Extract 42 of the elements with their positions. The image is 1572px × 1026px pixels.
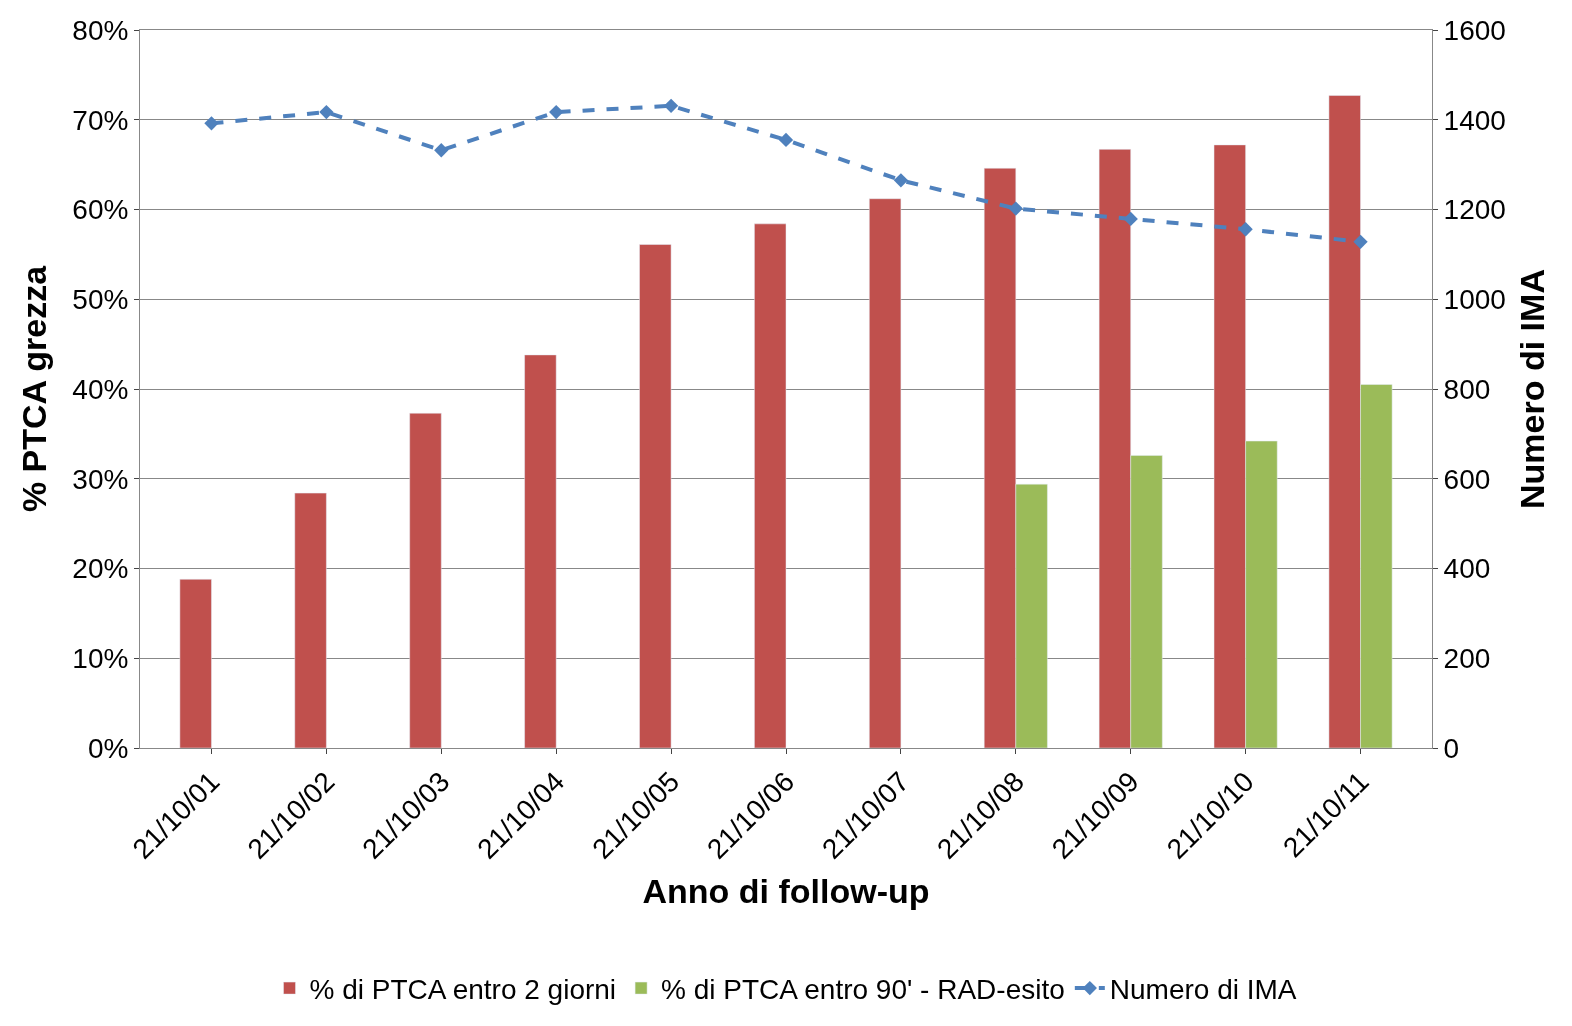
x-axis-title: Anno di follow-up [642,872,930,911]
y2-axis-title: Numero di IMA [1513,269,1552,509]
bar [869,198,902,748]
y-tick-label: 50% [72,284,129,316]
point [1353,234,1368,249]
point [434,143,449,158]
legend-label: % di PTCA entro 90' - RAD-esito [661,974,1065,1006]
point [549,104,564,120]
point [319,104,334,120]
point [663,98,679,113]
point [1238,222,1253,237]
y-tick-label: 0% [87,732,129,764]
y2-tick-label: 1400 [1443,104,1506,136]
y2-tick-label: 800 [1443,373,1491,405]
bar [754,223,787,748]
y-tick-label: 70% [72,104,129,136]
legend-label: % di PTCA entro 2 giorni [309,974,617,1006]
y2-tick-label: 1600 [1443,14,1506,46]
y-tick-label: 30% [72,463,129,495]
y-tick-label: 20% [72,553,129,585]
y-tick-label: 10% [72,643,129,675]
point [204,116,219,131]
y-tick-label: 80% [72,14,129,46]
y2-tick-label: 200 [1443,643,1491,675]
bar [409,412,442,748]
point [778,132,794,148]
point [1008,201,1023,216]
point [893,173,909,188]
point [1123,211,1138,227]
bar [294,492,327,748]
bar [524,354,557,748]
y-tick-label: 60% [72,194,129,226]
bar [639,244,672,748]
y-tick-label: 40% [72,373,129,405]
y2-tick-label: 0 [1443,732,1460,764]
legend-label: Numero di IMA [1109,974,1297,1006]
y2-tick-label: 400 [1443,553,1491,585]
y-axis-title: % PTCA grezza [14,264,53,513]
y2-tick-label: 1200 [1443,194,1506,226]
bar [179,579,212,748]
y2-tick-label: 600 [1443,463,1491,495]
y2-tick-label: 1000 [1443,284,1506,316]
